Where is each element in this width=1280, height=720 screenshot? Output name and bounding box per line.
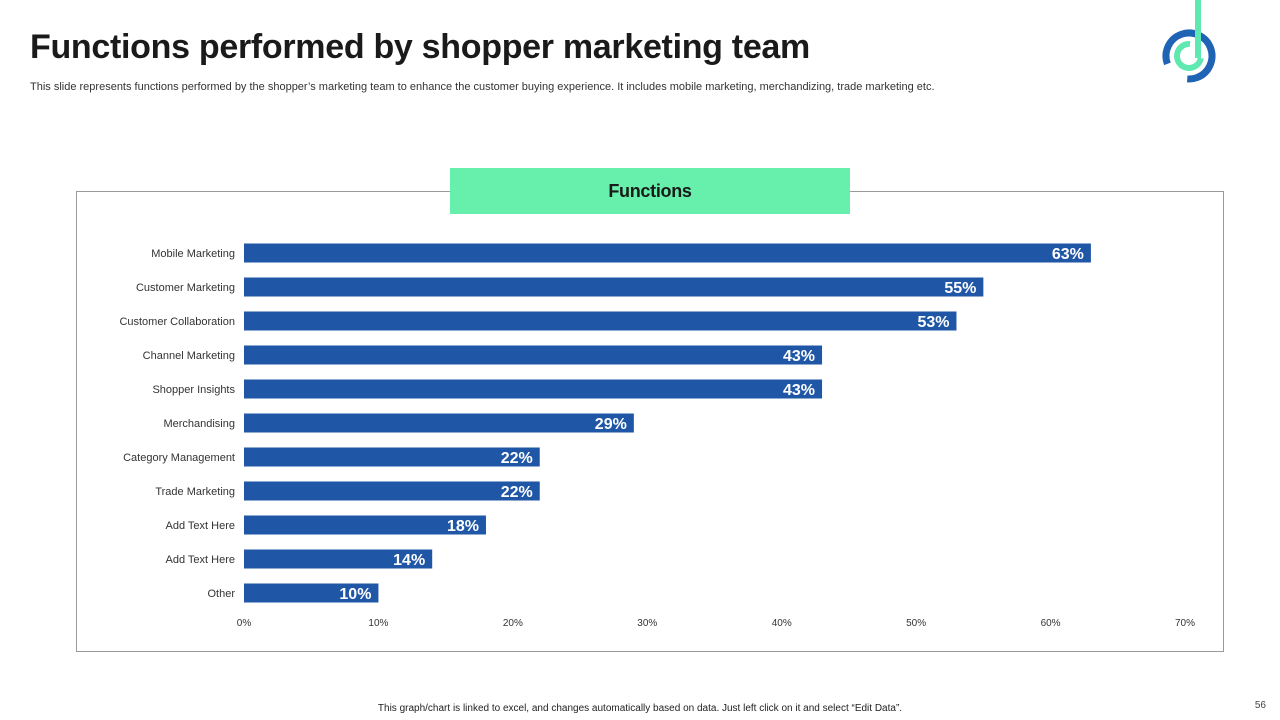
bar — [244, 277, 984, 297]
x-tick-label: 70% — [1175, 618, 1195, 629]
data-label: 18% — [447, 518, 479, 535]
x-tick-label: 0% — [237, 618, 252, 629]
x-tick-label: 30% — [637, 618, 657, 629]
bar — [244, 413, 634, 433]
data-label: 53% — [917, 314, 949, 331]
data-label: 14% — [393, 552, 425, 569]
category-label: Add Text Here — [165, 554, 235, 566]
data-label: 55% — [944, 280, 976, 297]
page-title: Functions performed by shopper marketing… — [30, 28, 810, 66]
category-label: Channel Marketing — [143, 350, 235, 362]
x-tick-label: 60% — [1041, 618, 1061, 629]
category-label: Other — [207, 588, 235, 600]
data-label: 63% — [1052, 246, 1084, 263]
category-label: Trade Marketing — [155, 486, 235, 498]
data-label: 43% — [783, 382, 815, 399]
bar — [244, 583, 379, 603]
category-label: Category Management — [123, 452, 235, 464]
page-number: 56 — [1254, 700, 1266, 711]
bar — [244, 515, 486, 535]
bar — [244, 379, 823, 399]
data-label: 22% — [501, 450, 533, 467]
footer-note: This graph/chart is linked to excel, and… — [377, 703, 903, 714]
bar — [244, 549, 433, 569]
x-tick-label: 10% — [368, 618, 388, 629]
data-label: 29% — [595, 416, 627, 433]
category-label: Add Text Here — [165, 520, 235, 532]
bar — [244, 481, 540, 501]
bar — [244, 345, 823, 365]
category-label: Merchandising — [163, 418, 235, 430]
page-subtitle: This slide represents functions performe… — [30, 81, 935, 93]
data-label: 43% — [783, 348, 815, 365]
category-label: Customer Marketing — [136, 282, 235, 294]
x-tick-label: 20% — [503, 618, 523, 629]
brand-logo-icon — [1162, 0, 1216, 83]
category-label: Customer Collaboration — [119, 316, 235, 328]
data-label: 22% — [501, 484, 533, 501]
category-label: Mobile Marketing — [151, 248, 235, 260]
bar — [244, 311, 957, 331]
category-label: Shopper Insights — [152, 384, 235, 396]
bar — [244, 243, 1091, 263]
x-tick-label: 50% — [906, 618, 926, 629]
x-tick-label: 40% — [772, 618, 792, 629]
bar — [244, 447, 540, 467]
data-label: 10% — [339, 586, 371, 603]
chart-title: Functions — [450, 168, 850, 214]
